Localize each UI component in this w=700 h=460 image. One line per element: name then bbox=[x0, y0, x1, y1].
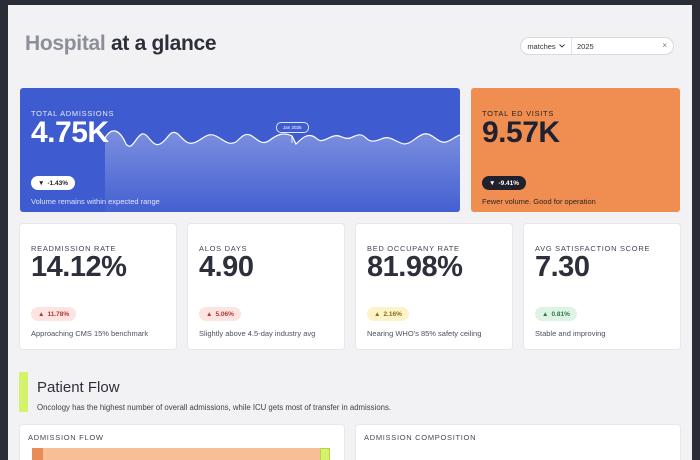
readmission-rate-card: READMISSION RATE 14.12% ▲ 11.78% Approac… bbox=[20, 224, 176, 349]
kpi-value: 7.30 bbox=[535, 251, 590, 283]
clear-icon[interactable]: × bbox=[662, 41, 667, 50]
triangle-up-icon: ▲ bbox=[38, 310, 45, 318]
flow-band bbox=[32, 448, 330, 460]
kpi-label: AVG SATISFACTION SCORE bbox=[535, 244, 651, 253]
chart-tooltip: Jan 2025 bbox=[276, 122, 309, 133]
triangle-down-icon: ▼ bbox=[489, 179, 496, 187]
admission-flow-panel: ADMISSION FLOW bbox=[20, 425, 344, 460]
kpi-label: BED OCCUPANY RATE bbox=[367, 244, 460, 253]
kpi-label: TOTAL ED VISITS bbox=[482, 109, 555, 118]
flow-node-left bbox=[32, 448, 43, 460]
triangle-up-icon: ▲ bbox=[374, 310, 381, 318]
kpi-value: 9.57K bbox=[482, 116, 560, 149]
triangle-up-icon: ▲ bbox=[542, 310, 549, 318]
admissions-sparkline bbox=[104, 130, 460, 212]
kpi-note: Approaching CMS 15% benchmark bbox=[31, 329, 149, 338]
kpi-note: Volume remains within expected range bbox=[31, 197, 160, 206]
chevron-down-icon bbox=[558, 44, 565, 48]
change-value: 5.06% bbox=[215, 310, 234, 318]
kpi-label: READMISSION RATE bbox=[31, 244, 117, 253]
filter-mode-label: matches bbox=[527, 41, 556, 51]
year-filter: matches 2025 × bbox=[520, 37, 674, 55]
change-value: 11.78% bbox=[47, 310, 70, 318]
change-value: 2.16% bbox=[383, 310, 402, 318]
page-title: Hospital at a glance bbox=[25, 32, 217, 56]
kpi-note: Slightly above 4.5-day industry avg bbox=[199, 329, 316, 338]
section-subtitle: Oncology has the highest number of overa… bbox=[37, 403, 392, 412]
change-badge: ▼ -1.43% bbox=[31, 176, 76, 190]
change-badge: ▼ -9.41% bbox=[482, 176, 527, 190]
kpi-label: ALOS DAYS bbox=[199, 244, 248, 253]
page-title-part2: at a glance bbox=[111, 32, 217, 55]
flow-node-right bbox=[320, 448, 330, 460]
kpi-value: 81.98% bbox=[367, 251, 463, 283]
section-title: Patient Flow bbox=[37, 379, 120, 396]
change-value: 0.81% bbox=[551, 310, 570, 318]
kpi-note: Fewer volume. Good for operation bbox=[482, 197, 596, 206]
change-badge: ▲ 0.81% bbox=[535, 307, 577, 321]
page-title-part1: Hospital bbox=[25, 32, 106, 55]
change-badge: ▲ 11.78% bbox=[31, 307, 77, 321]
kpi-note: Stable and improving bbox=[535, 329, 606, 338]
change-value: -9.41% bbox=[498, 179, 520, 187]
bed-occupancy-card: BED OCCUPANY RATE 81.98% ▲ 2.16% Nearing… bbox=[356, 224, 512, 349]
kpi-label: TOTAL ADMISSIONS bbox=[31, 109, 115, 118]
kpi-value: 4.90 bbox=[199, 251, 254, 283]
kpi-value: 4.75K bbox=[31, 116, 109, 149]
total-admissions-card: Jan 2025 TOTAL ADMISSIONS 4.75K ▼ -1.43%… bbox=[20, 88, 460, 212]
panel-title: ADMISSION FLOW bbox=[28, 433, 104, 442]
panel-title: ADMISSION COMPOSITION bbox=[364, 433, 477, 442]
filter-mode-select[interactable]: matches bbox=[521, 38, 572, 54]
satisfaction-score-card: AVG SATISFACTION SCORE 7.30 ▲ 0.81% Stab… bbox=[524, 224, 680, 349]
kpi-note: Nearing WHO's 85% safety ceiling bbox=[367, 329, 482, 338]
dashboard-page: Hospital at a glance matches 2025 × Jan … bbox=[8, 5, 692, 460]
change-value: -1.43% bbox=[47, 179, 69, 187]
admission-composition-panel: ADMISSION COMPOSITION bbox=[356, 425, 680, 460]
total-ed-visits-card: TOTAL ED VISITS 9.57K ▼ -9.41% Fewer vol… bbox=[471, 88, 680, 212]
filter-value-input[interactable]: 2025 bbox=[577, 42, 594, 51]
change-badge: ▲ 2.16% bbox=[367, 307, 409, 321]
kpi-value: 14.12% bbox=[31, 251, 127, 283]
triangle-down-icon: ▼ bbox=[38, 179, 45, 187]
triangle-up-icon: ▲ bbox=[206, 310, 213, 318]
section-accent-bar bbox=[19, 372, 28, 412]
alos-days-card: ALOS DAYS 4.90 ▲ 5.06% Slightly above 4.… bbox=[188, 224, 344, 349]
change-badge: ▲ 5.06% bbox=[199, 307, 241, 321]
